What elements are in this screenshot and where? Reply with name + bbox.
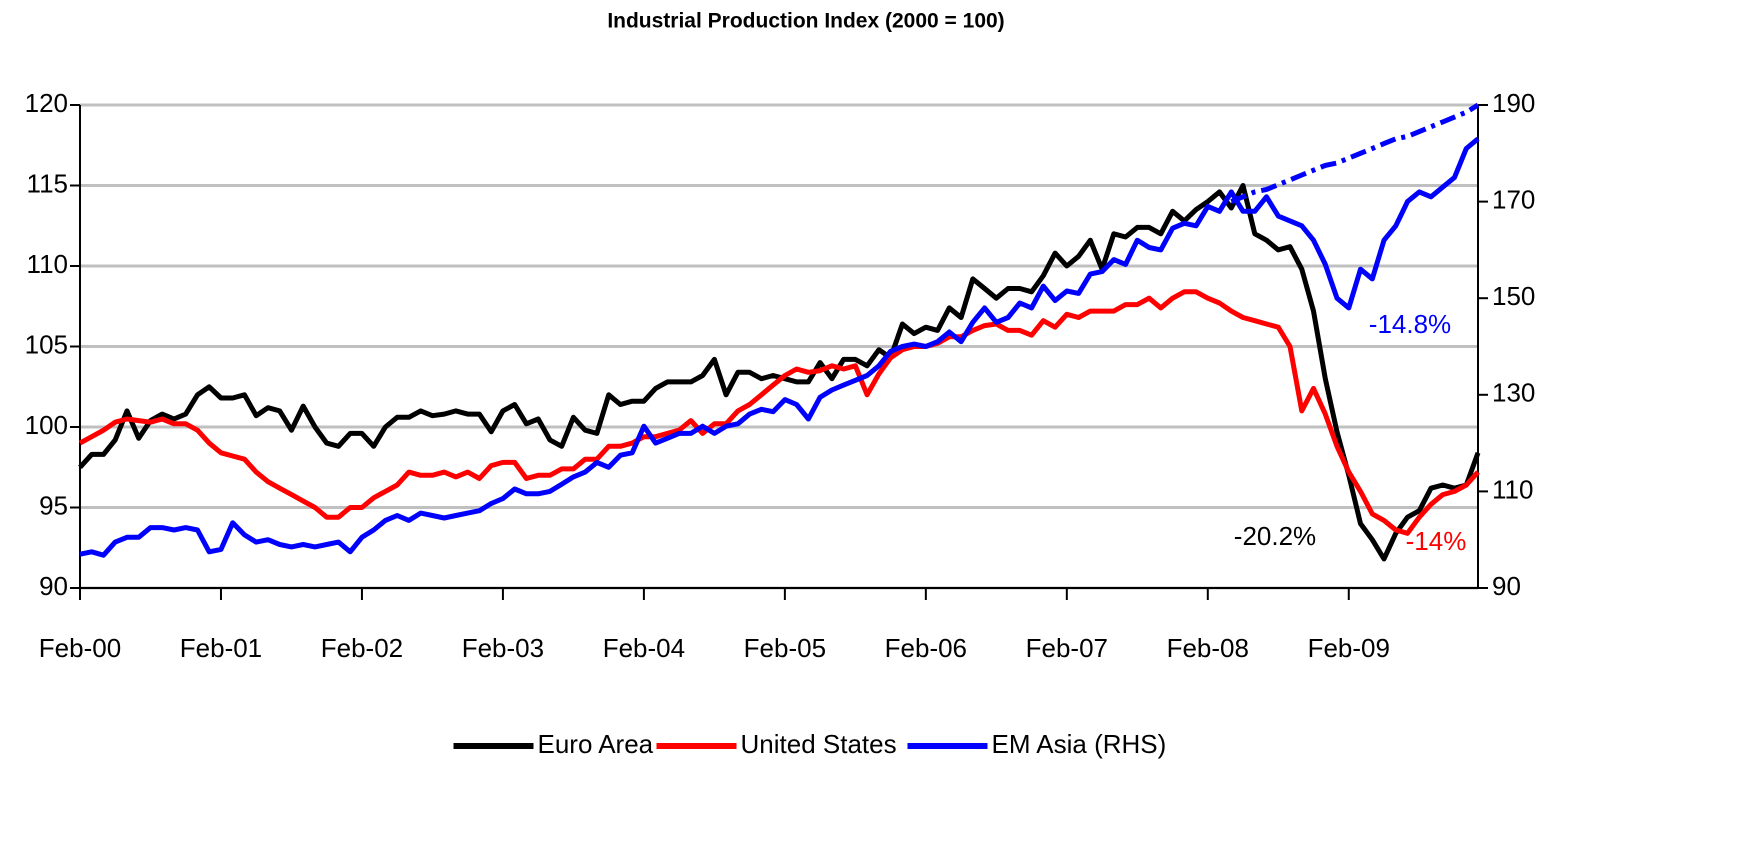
y-tick-label: 110 [27,249,68,279]
y-tick-label: 120 [25,88,68,118]
x-tick-label: Feb-09 [1308,633,1390,663]
y-tick-label: 100 [25,410,68,440]
x-tick-label: Feb-06 [885,633,967,663]
annotation: -14.8% [1369,309,1451,339]
trend-line [1230,102,1480,204]
legend-label: EM Asia (RHS) [992,729,1167,759]
y2-tick-label: 150 [1492,281,1535,311]
series-line [79,136,1480,558]
y2-tick-label: 110 [1492,474,1533,504]
annotation: -14% [1406,526,1467,556]
y-tick-label: 105 [25,329,68,359]
x-tick-label: Feb-01 [180,633,262,663]
x-tick-label: Feb-08 [1167,633,1249,663]
x-tick-label: Feb-05 [744,633,826,663]
x-tick-label: Feb-02 [321,633,403,663]
legend-label: Euro Area [538,729,654,759]
x-tick-label: Feb-03 [462,633,544,663]
chart-title: Industrial Production Index (2000 = 100) [607,10,1004,33]
y-tick-label: 95 [39,490,68,520]
y2-tick-label: 90 [1492,571,1521,601]
series-line [78,289,1480,536]
y2-tick-label: 130 [1492,378,1535,408]
y2-tick-label: 190 [1492,88,1535,118]
y-tick-label: 115 [27,168,68,198]
annotation: -20.2% [1234,521,1316,551]
y2-tick-label: 170 [1492,184,1535,214]
series-line [78,183,1481,562]
y-tick-label: 90 [39,571,68,601]
legend-label: United States [741,729,897,759]
x-tick-label: Feb-07 [1026,633,1108,663]
x-tick-label: Feb-04 [603,633,685,663]
x-tick-label: Feb-00 [39,633,121,663]
